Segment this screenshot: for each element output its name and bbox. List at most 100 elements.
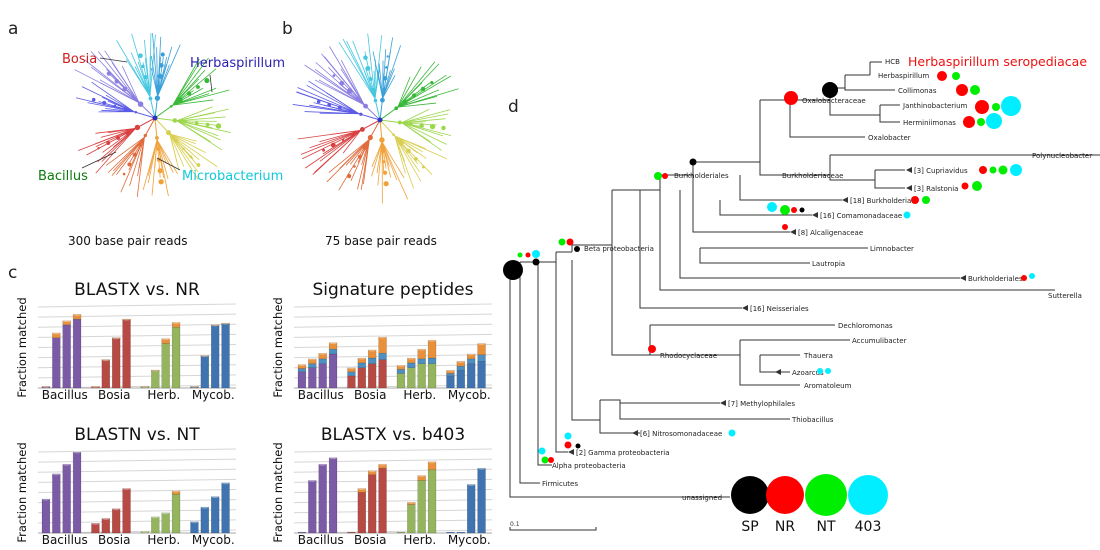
bar-segment bbox=[308, 367, 317, 389]
tree-branch bbox=[142, 139, 158, 190]
tree-node-marker bbox=[148, 96, 153, 101]
tree-node-marker bbox=[322, 148, 326, 152]
tree-node-marker bbox=[123, 107, 128, 111]
tree-branch bbox=[308, 80, 360, 115]
chart-title: BLASTX vs. NR bbox=[74, 280, 200, 300]
tree-node-marker bbox=[330, 142, 336, 148]
bar-segment bbox=[467, 484, 476, 534]
dot-nr bbox=[937, 71, 947, 81]
bar-segment bbox=[200, 506, 209, 534]
tree-node-marker bbox=[106, 141, 111, 146]
branch-burkholderiaceae bbox=[759, 100, 830, 176]
tree-branch bbox=[321, 53, 365, 105]
dot-sp bbox=[575, 443, 581, 449]
bar-cap bbox=[62, 319, 71, 323]
node-neisseriales: [16] Neisseriales bbox=[750, 305, 809, 313]
gridline bbox=[37, 489, 237, 493]
tree-node-marker bbox=[205, 122, 210, 127]
tree-node-marker bbox=[106, 71, 112, 76]
tree-branch bbox=[401, 121, 426, 124]
node-lautropia: Lautropia bbox=[812, 260, 845, 268]
tree-branch bbox=[296, 91, 360, 115]
dot-nr bbox=[975, 100, 989, 114]
dot-nt bbox=[952, 72, 960, 80]
tree-branch bbox=[95, 128, 136, 174]
tree-root-marker bbox=[377, 117, 383, 123]
bar-cap bbox=[221, 321, 230, 325]
node-nitrosomonadaceae: [6] Nitrosomonadaceae bbox=[640, 430, 722, 438]
panel-b-letter: b bbox=[282, 19, 293, 39]
tree-node-marker bbox=[157, 73, 163, 79]
tree-node-marker bbox=[184, 120, 187, 124]
bar-cap bbox=[200, 505, 209, 509]
bar-cap bbox=[378, 335, 387, 339]
tree-branch bbox=[381, 141, 398, 181]
scale-bar: 0.1 bbox=[509, 521, 597, 531]
bar-cap bbox=[329, 456, 337, 460]
bar-segment bbox=[297, 364, 307, 369]
bar-segment bbox=[417, 480, 426, 534]
dot-403 bbox=[986, 113, 1002, 129]
tree-node-marker bbox=[362, 144, 368, 150]
dot-nr bbox=[648, 345, 656, 353]
triangle-gamma bbox=[568, 449, 574, 455]
tree-node-marker bbox=[382, 160, 386, 164]
bar-segment bbox=[211, 324, 220, 389]
bar-segment bbox=[467, 363, 476, 389]
tree-node-marker bbox=[346, 173, 352, 179]
tree-branch bbox=[358, 113, 381, 121]
caption-b: 75 base pair reads bbox=[325, 234, 437, 248]
bar-cap bbox=[52, 472, 61, 476]
tree-node-marker bbox=[373, 98, 378, 103]
bar-segment bbox=[161, 512, 170, 534]
tree-branch bbox=[169, 133, 196, 145]
tree-node-marker bbox=[409, 122, 413, 126]
chart-ylabel: Fraction matched bbox=[15, 442, 29, 542]
node-burkholderiales2: Burkholderiales bbox=[968, 275, 1023, 283]
phylogenetic-tree bbox=[509, 61, 1100, 498]
bar-segment bbox=[190, 386, 199, 388]
node-firmicutes: Firmicutes bbox=[542, 480, 578, 488]
triangle-azoarcus bbox=[775, 369, 781, 375]
node-methylophilales: [7] Methylophilales bbox=[728, 400, 795, 408]
tree-node-marker bbox=[392, 133, 395, 136]
tree-node-marker bbox=[365, 65, 371, 71]
node-cupriavidus: [3] Cupriavidus bbox=[914, 167, 968, 175]
node-unassigned: unassigned bbox=[682, 494, 722, 502]
dot-nt bbox=[654, 172, 662, 180]
tree-node-marker bbox=[414, 157, 418, 161]
tree-branch bbox=[176, 116, 226, 122]
branch-burk2 bbox=[679, 190, 960, 279]
tree-node-marker bbox=[122, 172, 126, 176]
category-label: Herb. bbox=[147, 388, 180, 402]
bar-segment bbox=[297, 368, 307, 373]
tree-node-marker bbox=[379, 137, 385, 143]
tree-branch bbox=[305, 130, 361, 169]
gridline bbox=[37, 303, 237, 308]
tree-node-marker bbox=[397, 120, 402, 125]
tree-node-marker bbox=[196, 85, 200, 89]
tree-node-marker bbox=[370, 87, 375, 92]
dot-sp bbox=[799, 207, 805, 213]
dot-nt bbox=[922, 196, 930, 204]
tree-branch bbox=[394, 135, 418, 154]
gridline bbox=[293, 478, 493, 483]
bar-segment bbox=[456, 365, 465, 371]
triangle-methylophilales bbox=[720, 400, 726, 406]
bar-segment bbox=[328, 353, 338, 389]
bar-cap bbox=[141, 384, 149, 388]
triangle-burkholderia bbox=[842, 197, 848, 203]
bar-segment bbox=[467, 353, 476, 360]
dot-403 bbox=[903, 211, 911, 219]
gridline bbox=[293, 323, 493, 328]
tree-node-marker bbox=[204, 77, 210, 84]
gridline bbox=[293, 313, 493, 318]
node-dechloromonas: Dechloromonas bbox=[838, 322, 893, 330]
gridline bbox=[37, 323, 237, 328]
dot-nr bbox=[525, 252, 531, 258]
bar-segment bbox=[378, 352, 387, 360]
dot-nt bbox=[541, 456, 549, 464]
node-burkholderiaceae: Burkholderiaceae bbox=[782, 172, 843, 180]
bar-segment bbox=[407, 367, 416, 389]
